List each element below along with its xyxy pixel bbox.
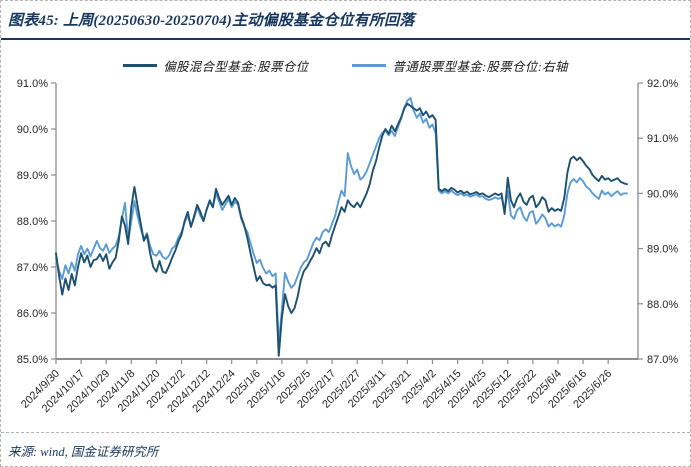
y-axis-left-tick-label: 85.0% xyxy=(17,354,48,366)
legend-item-equity-fund: 普通股票型基金:股票仓位:右轴 xyxy=(352,56,567,75)
legend-line-swatch-dark xyxy=(123,63,158,67)
y-axis-right-tick-label: 88.0% xyxy=(647,299,678,311)
figure-title: 图表45: 上周(20250630-20250704)主动偏股基金仓位有所回落 xyxy=(1,1,690,40)
y-axis-right-tick-label: 90.0% xyxy=(647,188,678,200)
y-axis-left-tick-label: 91.0% xyxy=(17,78,48,90)
y-axis-right-tick-label: 92.0% xyxy=(647,78,678,90)
source-note: 来源: wind, 国金证券研究所 xyxy=(1,432,690,466)
chart-legend: 偏股混合型基金:股票仓位 普通股票型基金:股票仓位:右轴 xyxy=(1,54,690,76)
y-axis-left-tick-label: 88.0% xyxy=(17,216,48,228)
y-axis-right-tick-label: 89.0% xyxy=(647,244,678,256)
y-axis-right-tick-label: 87.0% xyxy=(647,354,678,366)
legend-label: 偏股混合型基金:股票仓位 xyxy=(163,59,309,74)
y-axis-left-tick-label: 90.0% xyxy=(17,124,48,136)
y-axis-left-tick-label: 86.0% xyxy=(17,308,48,320)
series-line-hybrid-fund xyxy=(55,102,628,357)
legend-line-swatch-light xyxy=(352,63,387,67)
axes xyxy=(51,82,643,364)
y-axis-left-tick-label: 89.0% xyxy=(17,170,48,182)
y-axis-right-tick-label: 91.0% xyxy=(647,133,678,145)
legend-item-hybrid-fund: 偏股混合型基金:股票仓位 xyxy=(123,56,308,75)
y-axis-left-tick-label: 87.0% xyxy=(17,262,48,274)
series-line-equity-fund xyxy=(55,96,628,346)
legend-label: 普通股票型基金:股票仓位:右轴 xyxy=(392,59,568,74)
